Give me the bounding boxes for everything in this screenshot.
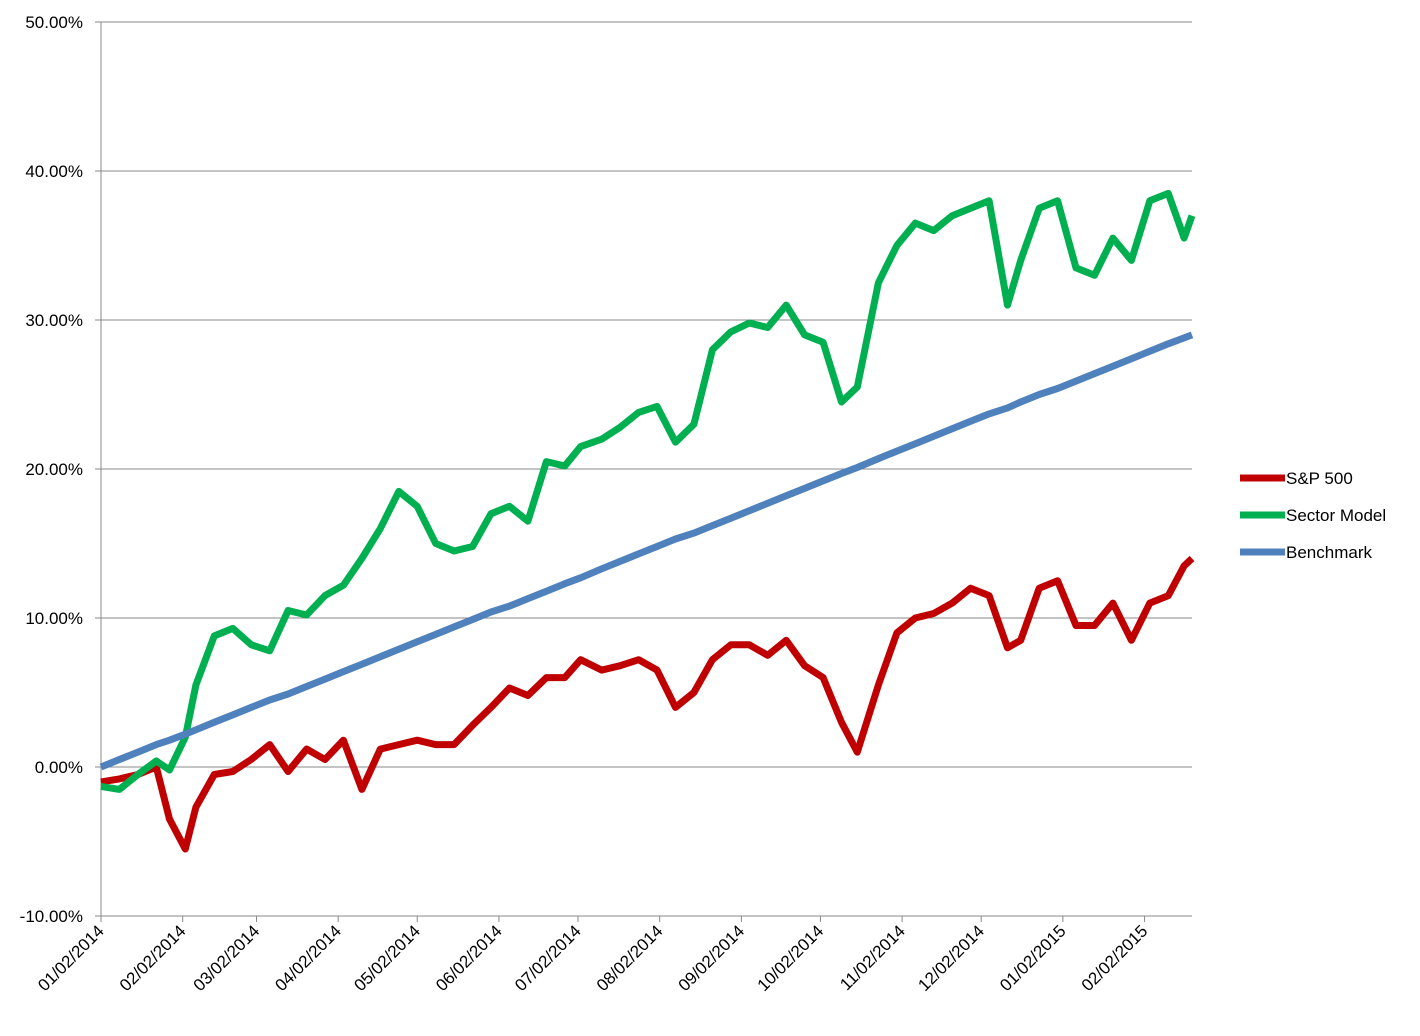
x-tick-label: 04/02/2014 — [271, 921, 345, 995]
legend-label: Sector Model — [1286, 506, 1386, 525]
y-tick-label: 10.00% — [25, 609, 83, 628]
y-tick-label: 0.00% — [35, 758, 83, 777]
x-tick-label: 12/02/2014 — [914, 921, 988, 995]
x-tick-label: 01/02/2014 — [34, 921, 108, 995]
x-tick-label: 02/02/2015 — [1078, 921, 1152, 995]
x-tick-label: 09/02/2014 — [675, 921, 749, 995]
series-line — [100, 189, 1196, 793]
y-tick-label: 40.00% — [25, 162, 83, 181]
legend-label: Benchmark — [1286, 543, 1372, 562]
legend-label: S&P 500 — [1286, 469, 1353, 488]
series-line — [100, 555, 1195, 853]
y-tick-label: 20.00% — [25, 460, 83, 479]
x-tick-label: 06/02/2014 — [432, 921, 506, 995]
y-tick-label: 30.00% — [25, 311, 83, 330]
x-tick-label: 07/02/2014 — [511, 921, 585, 995]
y-tick-label: 50.00% — [25, 13, 83, 32]
x-tick-label: 10/02/2014 — [754, 921, 828, 995]
x-tick-label: 05/02/2014 — [350, 921, 424, 995]
x-tick-label: 02/02/2014 — [116, 921, 190, 995]
x-tick-label: 03/02/2014 — [190, 921, 264, 995]
x-tick-label: 01/02/2015 — [996, 921, 1070, 995]
x-tick-label: 11/02/2014 — [836, 921, 909, 994]
series-line — [99, 331, 1194, 771]
y-tick-label: -10.00% — [20, 907, 83, 926]
x-tick-label: 08/02/2014 — [593, 921, 667, 995]
